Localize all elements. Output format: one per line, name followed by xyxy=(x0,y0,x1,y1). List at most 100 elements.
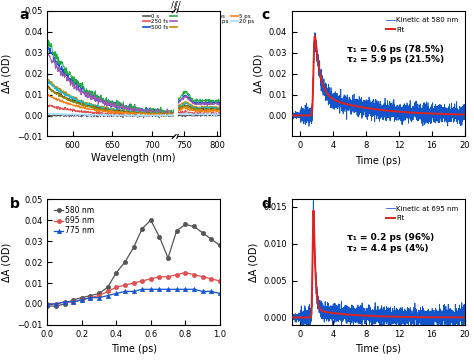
Kinetic at 695 nm xyxy=(309,291,315,295)
580 nm xyxy=(217,243,223,248)
Kinetic at 580 nm xyxy=(356,103,361,108)
Fit xyxy=(363,313,369,318)
695 nm xyxy=(96,293,102,298)
695 nm xyxy=(79,297,85,302)
775 nm xyxy=(53,302,59,306)
X-axis label: Time (ps): Time (ps) xyxy=(110,344,156,354)
Kinetic at 580 nm xyxy=(289,111,295,116)
580 nm xyxy=(113,270,119,275)
695 nm xyxy=(122,283,128,287)
Kinetic at 695 nm xyxy=(458,306,464,310)
Fit xyxy=(319,309,325,313)
775 nm xyxy=(148,287,154,291)
580 nm xyxy=(182,222,188,227)
580 nm xyxy=(165,256,171,260)
Y-axis label: ΔA (OD): ΔA (OD) xyxy=(248,243,258,282)
580 nm xyxy=(156,235,162,239)
Line: Kinetic at 580 nm: Kinetic at 580 nm xyxy=(292,33,465,126)
695 nm xyxy=(182,270,188,275)
Kinetic at 695 nm xyxy=(289,315,295,319)
775 nm xyxy=(182,287,188,291)
580 nm xyxy=(71,297,76,302)
775 nm xyxy=(62,300,67,304)
Y-axis label: ΔA (OD): ΔA (OD) xyxy=(1,54,11,93)
Fit xyxy=(312,34,318,38)
Fit xyxy=(462,315,467,319)
Kinetic at 580 nm xyxy=(309,109,315,113)
695 nm xyxy=(88,296,93,300)
Kinetic at 695 nm xyxy=(363,310,369,314)
Fit xyxy=(310,208,316,213)
775 nm xyxy=(71,300,76,304)
580 nm xyxy=(88,293,93,298)
Fit xyxy=(440,315,446,319)
Line: 695 nm: 695 nm xyxy=(46,270,222,306)
Fit xyxy=(462,112,467,117)
Text: b: b xyxy=(9,197,19,211)
Fit xyxy=(440,112,446,116)
Text: //: // xyxy=(171,1,177,10)
775 nm xyxy=(139,287,145,291)
Fit xyxy=(458,315,464,319)
Kinetic at 695 nm xyxy=(356,311,361,316)
Kinetic at 695 nm xyxy=(379,330,384,334)
Legend: Kinetic at 580 nm, Fit: Kinetic at 580 nm, Fit xyxy=(383,14,461,35)
580 nm xyxy=(53,304,59,308)
775 nm xyxy=(79,297,85,302)
695 nm xyxy=(217,279,223,283)
775 nm xyxy=(208,289,214,293)
695 nm xyxy=(53,302,59,306)
695 nm xyxy=(208,277,214,281)
695 nm xyxy=(71,300,76,304)
Text: τ₁ = 0.6 ps (78.5%)
τ₂ = 5.9 ps (21.5%): τ₁ = 0.6 ps (78.5%) τ₂ = 5.9 ps (21.5%) xyxy=(347,45,445,64)
580 nm xyxy=(62,302,67,306)
Y-axis label: ΔA (OD): ΔA (OD) xyxy=(253,54,263,93)
695 nm xyxy=(105,289,110,293)
775 nm xyxy=(217,291,223,296)
Fit xyxy=(289,316,295,320)
580 nm xyxy=(96,291,102,296)
580 nm xyxy=(45,304,50,308)
580 nm xyxy=(191,224,197,229)
Fit xyxy=(319,80,325,84)
Kinetic at 580 nm xyxy=(306,124,312,129)
Kinetic at 695 nm xyxy=(440,318,446,322)
Kinetic at 580 nm xyxy=(312,31,318,35)
Kinetic at 580 nm xyxy=(363,114,369,118)
Kinetic at 580 nm xyxy=(458,112,464,117)
Kinetic at 695 nm xyxy=(319,310,325,314)
X-axis label: Time (ps): Time (ps) xyxy=(356,344,401,354)
Fit xyxy=(289,113,295,118)
Text: c: c xyxy=(261,8,269,22)
775 nm xyxy=(165,287,171,291)
695 nm xyxy=(148,277,154,281)
580 nm xyxy=(200,231,205,235)
775 nm xyxy=(96,296,102,300)
580 nm xyxy=(174,229,180,233)
695 nm xyxy=(139,279,145,283)
Fit xyxy=(363,106,369,110)
Kinetic at 695 nm xyxy=(462,314,467,319)
Kinetic at 580 nm xyxy=(462,114,467,118)
775 nm xyxy=(200,289,205,293)
Legend: 0 s, 250 fs, 500 fs, 750 fs, 1 ps, 1.25 ps, 1.5 ps, 1.75 ps, 2 ps, 5 ps, 20 ps: 0 s, 250 fs, 500 fs, 750 fs, 1 ps, 1.25 … xyxy=(143,14,254,30)
Text: τ₁ = 0.2 ps (96%)
τ₂ = 4.4 ps (4%): τ₁ = 0.2 ps (96%) τ₂ = 4.4 ps (4%) xyxy=(347,233,435,253)
695 nm xyxy=(191,273,197,277)
Line: Kinetic at 695 nm: Kinetic at 695 nm xyxy=(292,201,465,332)
Line: Fit: Fit xyxy=(292,36,465,116)
775 nm xyxy=(113,291,119,296)
Fit xyxy=(356,313,361,317)
580 nm xyxy=(148,218,154,222)
Text: a: a xyxy=(19,8,29,22)
Kinetic at 580 nm xyxy=(440,105,446,109)
Line: Fit: Fit xyxy=(292,210,465,318)
Text: Wavelength (nm): Wavelength (nm) xyxy=(91,153,176,163)
695 nm xyxy=(113,285,119,290)
Legend: Kinetic at 695 nm, Fit: Kinetic at 695 nm, Fit xyxy=(383,203,461,224)
695 nm xyxy=(131,281,137,285)
Text: d: d xyxy=(261,197,271,211)
Kinetic at 695 nm xyxy=(310,199,316,203)
580 nm xyxy=(105,285,110,290)
775 nm xyxy=(156,287,162,291)
580 nm xyxy=(131,245,137,249)
